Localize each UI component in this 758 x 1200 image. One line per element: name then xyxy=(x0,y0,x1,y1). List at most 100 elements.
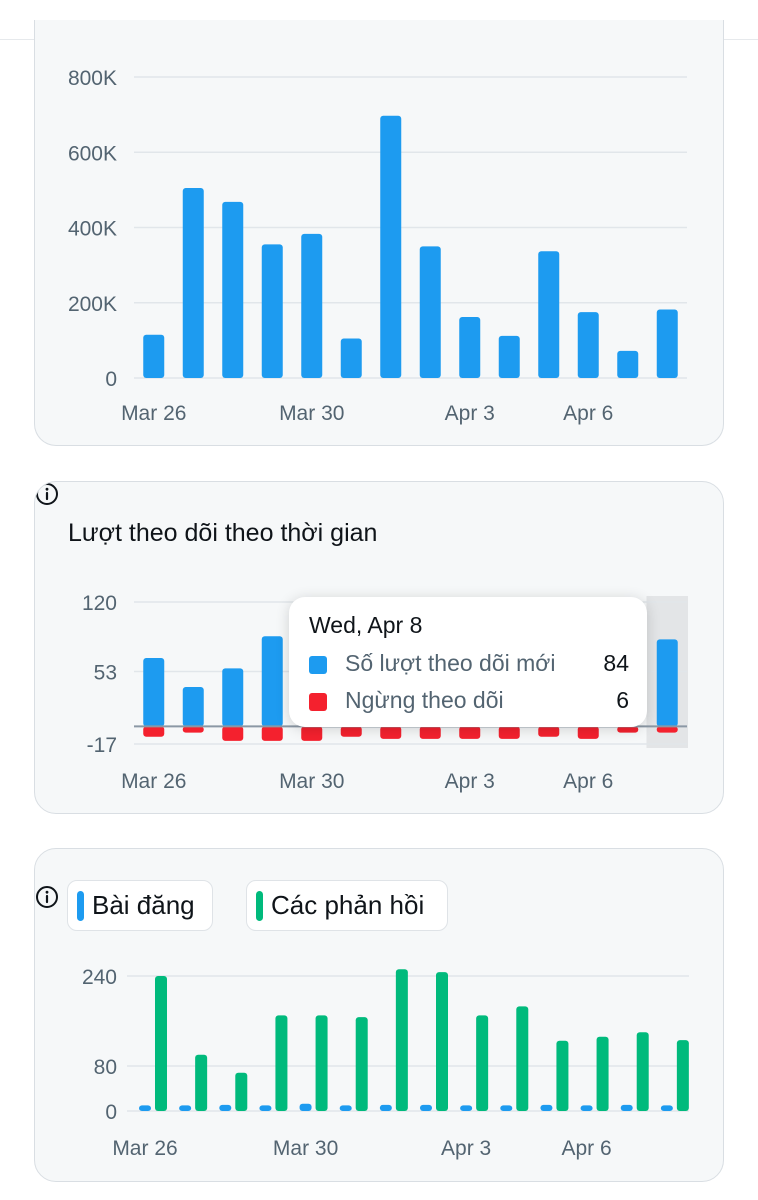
y-tick-label: 0 xyxy=(105,1101,117,1124)
bar xyxy=(459,317,481,378)
bar-unfollows xyxy=(577,726,599,739)
x-tick-label: Mar 26 xyxy=(121,770,186,793)
bar-unfollows xyxy=(656,726,678,733)
bar-posts xyxy=(379,1104,392,1111)
followers-chart-title: Lượt theo dõi theo thời gian xyxy=(68,519,378,547)
followers-chart-card: Lượt theo dõi theo thời gian 120 53 -17 Mar… xyxy=(34,481,724,814)
y-tick-label: 400K xyxy=(68,218,117,241)
legend-label-posts: Bài đăng xyxy=(92,890,195,920)
bar xyxy=(538,251,560,378)
x-tick-label: Apr 6 xyxy=(563,402,613,425)
legend-mark-blue xyxy=(77,891,84,921)
tooltip-label-unfollows: Ngừng theo dõi xyxy=(345,687,504,713)
bar-unfollows xyxy=(538,726,560,737)
y-tick-label: 240 xyxy=(82,966,117,989)
bar-posts xyxy=(139,1105,151,1111)
bar-unfollows xyxy=(617,726,639,733)
x-tick-label: Apr 6 xyxy=(561,1137,611,1160)
tooltip-value-new-followers: 84 xyxy=(603,650,629,676)
y-tick-label: -17 xyxy=(87,734,117,757)
bar xyxy=(656,309,678,378)
bar-unfollows xyxy=(419,726,441,739)
tooltip-date: Wed, Apr 8 xyxy=(309,612,423,638)
bar-new-followers xyxy=(656,639,678,727)
bar xyxy=(498,335,520,378)
x-tick-label: Apr 3 xyxy=(445,402,495,425)
bar-posts xyxy=(299,1103,312,1111)
x-tick-label: Apr 3 xyxy=(441,1137,491,1160)
bar-replies xyxy=(676,1040,689,1111)
legend-swatch-blue xyxy=(309,656,327,674)
tooltip-row-unfollows: Ngừng theo dõi 6 xyxy=(309,687,629,717)
bar-unfollows xyxy=(301,726,323,741)
legend-mark-green xyxy=(256,891,263,921)
bar-posts xyxy=(660,1105,673,1111)
bar xyxy=(617,350,639,378)
info-icon[interactable] xyxy=(35,482,59,506)
bar xyxy=(222,201,244,378)
bar-replies xyxy=(636,1032,649,1111)
impressions-bar-chart: 0 200K 400K 600K 800K Mar 26 Mar 30 Apr 3 Apr 6 xyxy=(68,67,687,425)
bar-posts xyxy=(540,1104,553,1111)
bar xyxy=(577,312,599,378)
bar-posts xyxy=(259,1105,272,1111)
x-tick-label: Mar 30 xyxy=(279,770,344,793)
legend-toggle-posts[interactable]: Bài đăng xyxy=(67,880,213,931)
bar-posts xyxy=(339,1105,352,1111)
info-icon[interactable] xyxy=(35,885,59,909)
legend-toggle-replies[interactable]: Các phản hồi xyxy=(246,880,448,931)
bar-posts xyxy=(460,1105,473,1111)
y-tick-label: 53 xyxy=(94,661,117,684)
bar xyxy=(419,246,441,378)
bar-unfollows xyxy=(182,726,204,733)
bar-new-followers xyxy=(182,686,204,727)
bar-unfollows xyxy=(498,726,520,739)
bar-replies xyxy=(476,1015,489,1111)
bar-unfollows xyxy=(459,726,481,739)
legend-swatch-red xyxy=(309,693,327,711)
bar-replies xyxy=(395,969,408,1111)
bar-unfollows xyxy=(261,726,283,741)
bar-posts xyxy=(500,1105,513,1111)
bar-unfollows xyxy=(340,726,362,737)
bar-replies xyxy=(436,972,448,1111)
bar-replies xyxy=(275,1015,288,1111)
bar-replies xyxy=(155,976,167,1111)
tooltip-label-new-followers: Số lượt theo dõi mới xyxy=(345,650,556,676)
bar-replies xyxy=(315,1015,328,1111)
x-tick-label: Apr 6 xyxy=(563,770,613,793)
y-tick-label: 800K xyxy=(68,67,117,90)
bar-new-followers xyxy=(143,657,165,727)
bar-posts xyxy=(420,1104,432,1111)
bar-replies xyxy=(235,1072,248,1111)
x-tick-label: Mar 26 xyxy=(112,1137,177,1160)
x-tick-label: Apr 3 xyxy=(445,770,495,793)
chart-tooltip: Wed, Apr 8 Số lượt theo dõi mới 84 Ngừng… xyxy=(289,597,647,727)
bar xyxy=(182,187,204,378)
posts-replies-chart-card: Bài đăng Các phản hồi 240 80 0 Mar 26 Mar 30… xyxy=(34,848,724,1182)
impressions-chart-card: 0 200K 400K 600K 800K Mar 26 Mar 30 Apr 3 Apr 6 xyxy=(34,20,724,446)
bar-replies xyxy=(516,1006,529,1111)
bar-replies xyxy=(556,1040,569,1111)
bar-new-followers xyxy=(222,668,244,727)
bar-replies xyxy=(195,1054,208,1111)
x-tick-label: Mar 30 xyxy=(279,402,344,425)
bar-replies xyxy=(355,1017,368,1111)
y-tick-label: 120 xyxy=(82,592,117,615)
bar-new-followers xyxy=(261,636,283,727)
bar-replies xyxy=(596,1036,609,1111)
bar-posts xyxy=(179,1105,192,1111)
y-tick-label: 200K xyxy=(68,293,117,316)
bar xyxy=(380,115,402,378)
tooltip-row-new-followers: Số lượt theo dõi mới 84 xyxy=(309,650,629,680)
x-tick-label: Mar 26 xyxy=(121,402,186,425)
legend-label-replies: Các phản hồi xyxy=(271,890,425,920)
bar xyxy=(143,334,165,378)
bar-posts xyxy=(620,1104,633,1111)
x-tick-label: Mar 30 xyxy=(273,1137,338,1160)
tooltip-value-unfollows: 6 xyxy=(616,687,629,713)
bar xyxy=(340,338,362,378)
bar-unfollows xyxy=(143,726,165,737)
bar-unfollows xyxy=(380,726,402,739)
bar-posts xyxy=(219,1104,232,1111)
